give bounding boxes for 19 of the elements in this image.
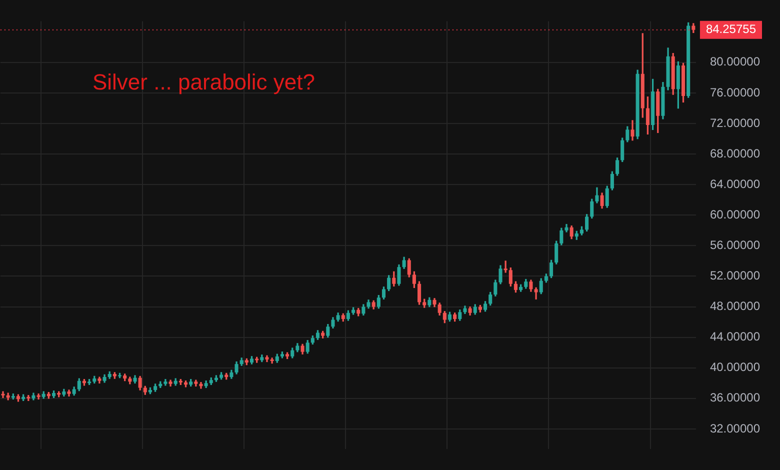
y-tick-label: 32.00000 — [710, 421, 760, 436]
y-tick-label: 52.00000 — [710, 268, 760, 283]
y-tick-label: 36.00000 — [710, 390, 760, 405]
y-tick-label: 60.00000 — [710, 207, 760, 222]
y-tick-label: 80.00000 — [710, 54, 760, 69]
y-tick-label: 64.00000 — [710, 176, 760, 191]
annotation: Silver ... parabolic yet? — [92, 69, 316, 94]
y-tick-label: 40.00000 — [710, 360, 760, 374]
candlestick — [36, 393, 40, 400]
ref-line-label: 84.25755 — [706, 22, 756, 36]
y-tick-label: 56.00000 — [710, 238, 760, 252]
y-tick-label: 44.00000 — [710, 330, 760, 344]
y-tick-label: 76.00000 — [710, 85, 760, 100]
candlestick — [504, 260, 508, 273]
y-tick-label: 48.00000 — [710, 299, 760, 314]
candlestick — [1, 391, 5, 398]
candlestick — [270, 358, 274, 364]
y-tick-label: 72.00000 — [710, 116, 760, 130]
y-tick-label: 68.00000 — [710, 146, 760, 160]
